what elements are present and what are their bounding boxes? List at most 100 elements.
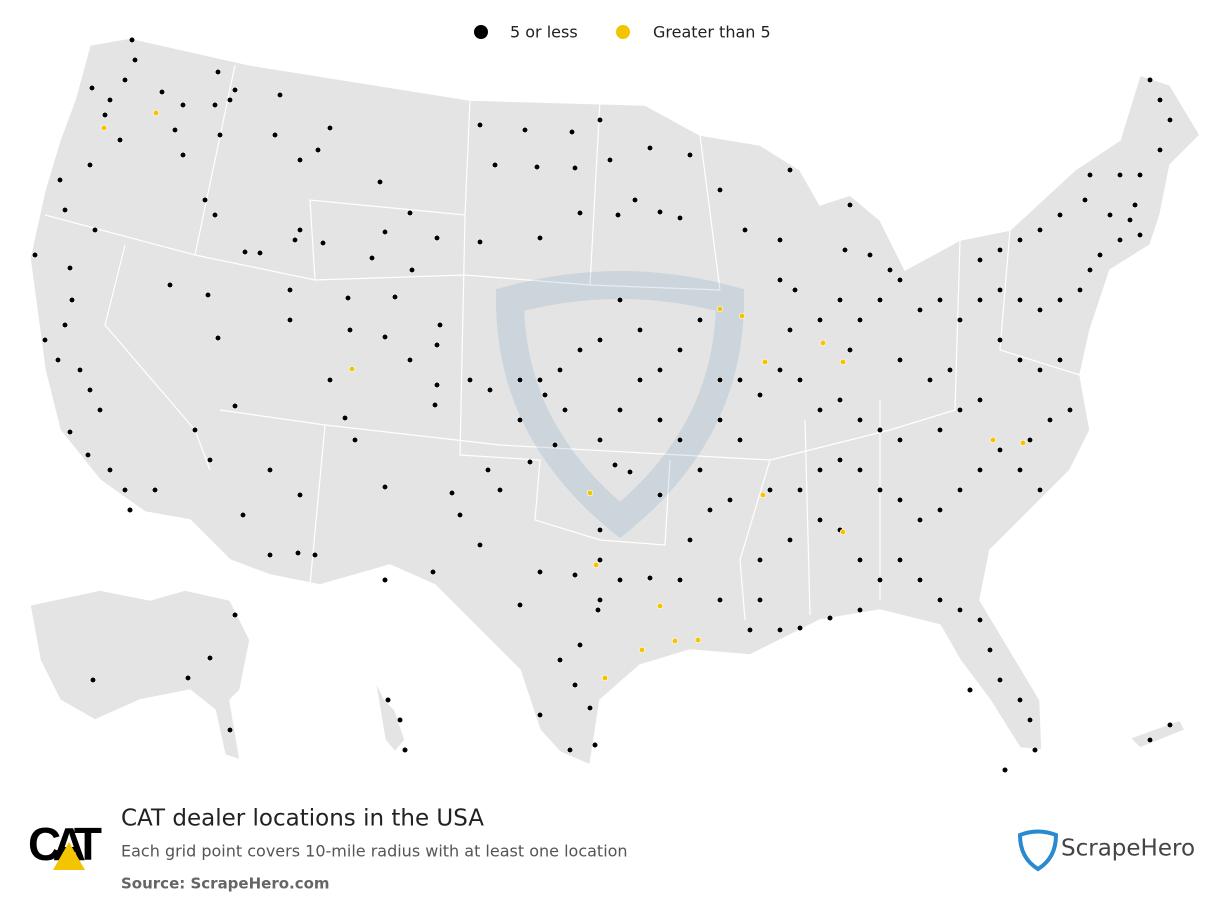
location-dot [1166, 721, 1174, 729]
location-dot [976, 616, 984, 624]
location-dot [433, 341, 441, 349]
location-dot [1146, 76, 1154, 84]
location-dot [571, 571, 579, 579]
location-dot [86, 161, 94, 169]
location-dot [1036, 306, 1044, 314]
location-dot [179, 151, 187, 159]
contiguous-us [29, 37, 1201, 767]
location-dot [896, 556, 904, 564]
location-dot [1016, 296, 1024, 304]
location-dot [271, 131, 279, 139]
location-dot [576, 641, 584, 649]
location-dot [476, 541, 484, 549]
location-dot [536, 711, 544, 719]
location-dot [592, 561, 600, 569]
location-dot [131, 56, 139, 64]
location-dot [231, 611, 239, 619]
location-dot [636, 376, 644, 384]
location-dot [1116, 236, 1124, 244]
location-dot [571, 681, 579, 689]
location-dot [916, 576, 924, 584]
location-dot [381, 228, 389, 236]
state-borders [44, 64, 1081, 621]
subtitle: Each grid point covers 10-mile radius wi… [121, 842, 628, 861]
location-dot [746, 626, 754, 634]
location-dot [736, 376, 744, 384]
land [29, 37, 1201, 767]
location-dot [406, 356, 414, 364]
location-dot [586, 704, 594, 712]
location-dot [1131, 201, 1139, 209]
location-dot [41, 336, 49, 344]
location-dot [348, 365, 356, 373]
location-dot [556, 656, 564, 664]
location-dot [816, 466, 824, 474]
location-dot [1026, 716, 1034, 724]
location-dot [239, 511, 247, 519]
location-dot [671, 637, 679, 645]
location-dot [694, 636, 702, 644]
location-dot [526, 458, 534, 466]
location-dot [576, 346, 584, 354]
location-dot [231, 86, 239, 94]
location-dot [616, 406, 624, 414]
location-dot [946, 366, 954, 374]
location-dot [591, 741, 599, 749]
location-dot [1156, 146, 1164, 154]
location-dot [433, 381, 441, 389]
legend-swatch [474, 25, 488, 39]
location-dot [1026, 436, 1034, 444]
location-dot [646, 144, 654, 152]
location-dot [596, 116, 604, 124]
location-dot [214, 68, 222, 76]
location-dot [1036, 366, 1044, 374]
location-dot [936, 596, 944, 604]
location-dot [376, 178, 384, 186]
location-dot [1156, 96, 1164, 104]
location-dot [1056, 211, 1064, 219]
border [44, 64, 1081, 621]
brand-name: ScrapeHero [1061, 836, 1195, 862]
location-dot [566, 746, 574, 754]
location-dot [368, 254, 376, 262]
location-dot [76, 366, 84, 374]
location-dot [796, 624, 804, 632]
location-dot [408, 266, 416, 274]
watermark [495, 271, 745, 539]
location-dot [866, 251, 874, 259]
location-dot [786, 166, 794, 174]
location-dot [638, 646, 646, 654]
location-dot [956, 606, 964, 614]
location-dot [966, 686, 974, 694]
location-dot [956, 316, 964, 324]
location-dot [876, 486, 884, 494]
location-dot [631, 196, 639, 204]
location-dot [696, 466, 704, 474]
location-dot [976, 256, 984, 264]
location-dot [936, 506, 944, 514]
location-dot [1081, 196, 1089, 204]
brand-shield [1017, 829, 1059, 872]
location-dot [896, 436, 904, 444]
location-dot [761, 358, 769, 366]
location-dot [158, 88, 166, 96]
location-dot [791, 286, 799, 294]
location-dot [256, 249, 264, 257]
location-dot [776, 626, 784, 634]
location-dot [846, 201, 854, 209]
location-dot [121, 76, 129, 84]
location-dot [776, 366, 784, 374]
location-dot [319, 239, 327, 247]
source: Source: ScrapeHero.com [121, 875, 330, 893]
location-dot [676, 214, 684, 222]
location-dot [876, 426, 884, 434]
location-dot [536, 376, 544, 384]
location-dot [614, 211, 622, 219]
location-dot [536, 568, 544, 576]
keys [1128, 719, 1187, 749]
location-dot [836, 396, 844, 404]
location-dot [616, 296, 624, 304]
location-dot [204, 291, 212, 299]
